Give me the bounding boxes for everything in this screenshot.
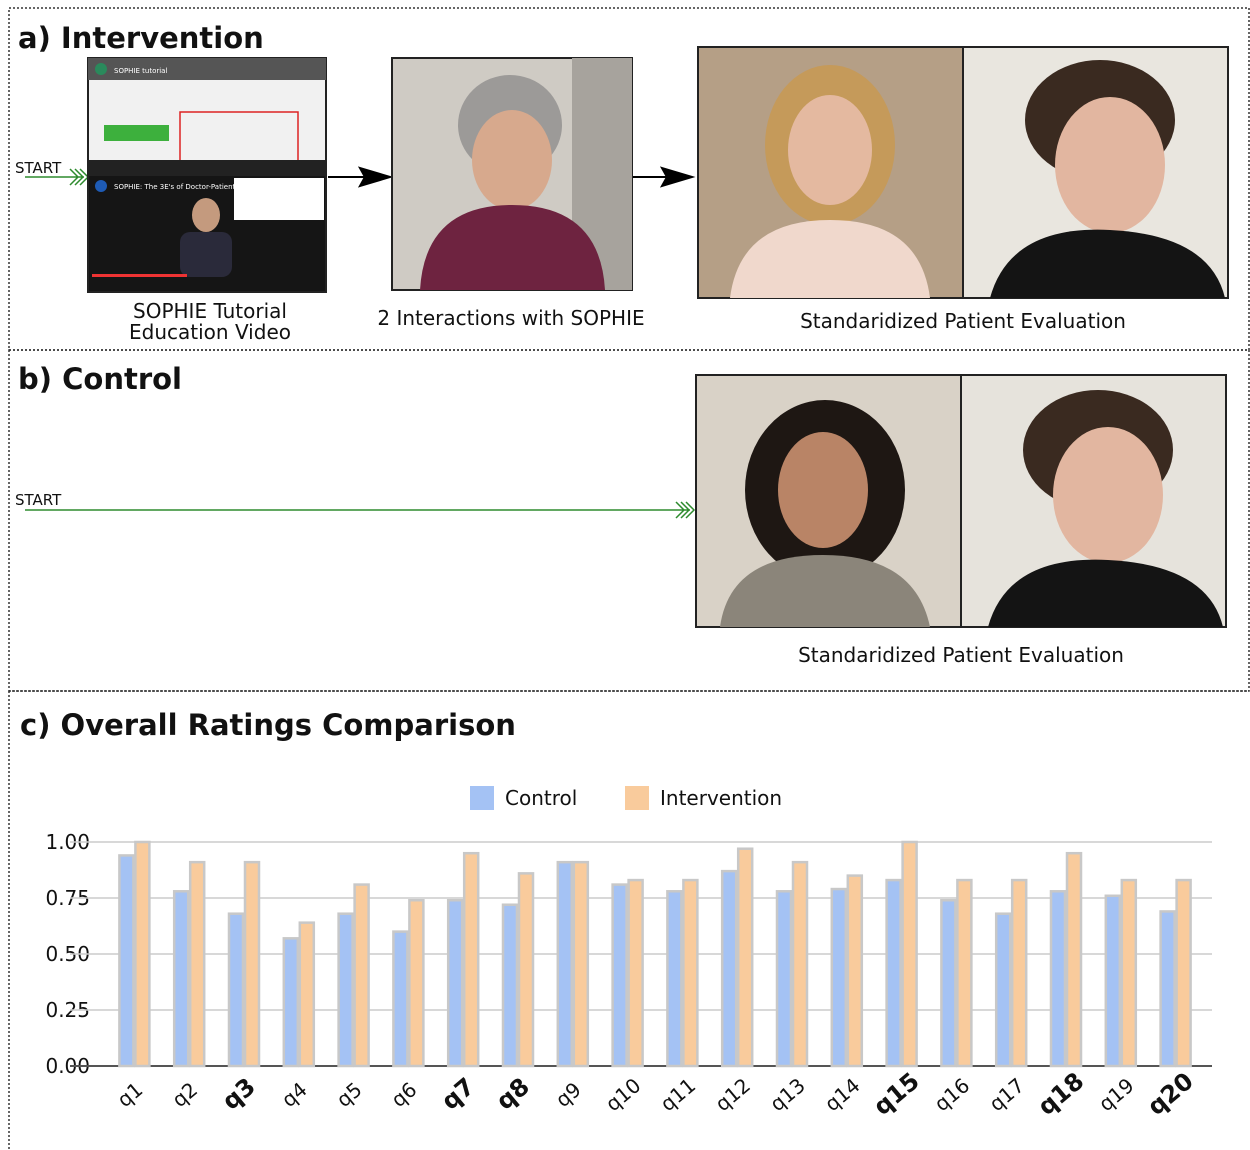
bar: [996, 914, 1010, 1066]
x-tick-label: q5: [332, 1077, 367, 1112]
x-tick-label: q2: [167, 1077, 202, 1112]
x-tick-label: q9: [551, 1077, 586, 1112]
bar: [667, 891, 681, 1066]
bar: [1122, 880, 1136, 1066]
x-tick-label: q8: [491, 1072, 535, 1115]
x-tick-label: q18: [1032, 1067, 1089, 1121]
start-label: START: [15, 491, 62, 509]
x-tick-label: q6: [386, 1077, 421, 1112]
legend-label: Intervention: [660, 786, 782, 810]
bar: [393, 932, 407, 1066]
bar: [1012, 880, 1026, 1066]
x-tick-label: q19: [1094, 1073, 1139, 1116]
caption: Standaridized Patient Evaluation: [798, 643, 1124, 667]
bar: [355, 885, 369, 1066]
bar: [903, 842, 917, 1066]
x-tick-label: q3: [217, 1072, 261, 1115]
bar: [119, 855, 133, 1066]
sophie-portrait: [392, 58, 632, 290]
bar: [848, 876, 862, 1066]
bar: [722, 871, 736, 1066]
bar: [503, 905, 517, 1066]
x-tick-label: q13: [765, 1073, 810, 1116]
bar: [683, 880, 697, 1066]
x-tick-label: q7: [436, 1072, 480, 1115]
bar: [613, 885, 627, 1066]
x-tick-label: q17: [984, 1073, 1029, 1116]
bar: [887, 880, 901, 1066]
bar: [190, 862, 204, 1066]
tutorial-video: [88, 58, 326, 292]
bar: [519, 873, 533, 1066]
x-tick-label: q10: [601, 1073, 646, 1116]
bar: [793, 862, 807, 1066]
bar: [1067, 853, 1081, 1066]
bar: [1161, 911, 1175, 1066]
legend-label: Control: [505, 786, 577, 810]
bar: [284, 938, 298, 1066]
x-tick-label: q20: [1142, 1067, 1199, 1121]
x-tick-label: q14: [820, 1073, 865, 1116]
start-arrow: [25, 502, 694, 518]
bar: [409, 900, 423, 1066]
bar: [738, 849, 752, 1066]
bar: [448, 900, 462, 1066]
caption: 2 Interactions with SOPHIE: [377, 306, 644, 330]
bar: [1051, 891, 1065, 1066]
bar: [1106, 896, 1120, 1066]
bar: [957, 880, 971, 1066]
patient-photos: [698, 47, 1228, 298]
bar: [832, 889, 846, 1066]
x-tick-label: q11: [656, 1073, 701, 1116]
bar: [245, 862, 259, 1066]
x-tick-label: q4: [277, 1077, 312, 1112]
patient-photos: [696, 375, 1226, 627]
bar: [174, 891, 188, 1066]
caption: Education Video: [129, 320, 291, 344]
bar: [339, 914, 353, 1066]
panel-title: a) Intervention: [18, 21, 264, 55]
x-tick-label: q12: [710, 1073, 755, 1116]
legend-swatch: [470, 786, 494, 810]
legend-swatch: [625, 786, 649, 810]
bar: [135, 842, 149, 1066]
chart-title: c) Overall Ratings Comparison: [20, 708, 516, 742]
bar: [1177, 880, 1191, 1066]
caption: Standaridized Patient Evaluation: [800, 309, 1126, 333]
x-tick-label: q1: [112, 1077, 147, 1112]
video-title: SOPHIE tutorial: [114, 67, 167, 75]
bar: [629, 880, 643, 1066]
bar: [464, 853, 478, 1066]
bar: [941, 900, 955, 1066]
start-label: START: [15, 159, 62, 177]
x-tick-label: q15: [868, 1067, 925, 1121]
bar: [558, 862, 572, 1066]
bar: [777, 891, 791, 1066]
figure: a) Intervention b) Control c) Overall Ra…: [0, 0, 1250, 1150]
x-tick-label: q16: [930, 1073, 975, 1116]
bar: [229, 914, 243, 1066]
bar: [574, 862, 588, 1066]
bar: [300, 923, 314, 1066]
video-title: SOPHIE: The 3E's of Doctor-Patient: [114, 183, 236, 191]
panel-title: b) Control: [18, 362, 182, 396]
